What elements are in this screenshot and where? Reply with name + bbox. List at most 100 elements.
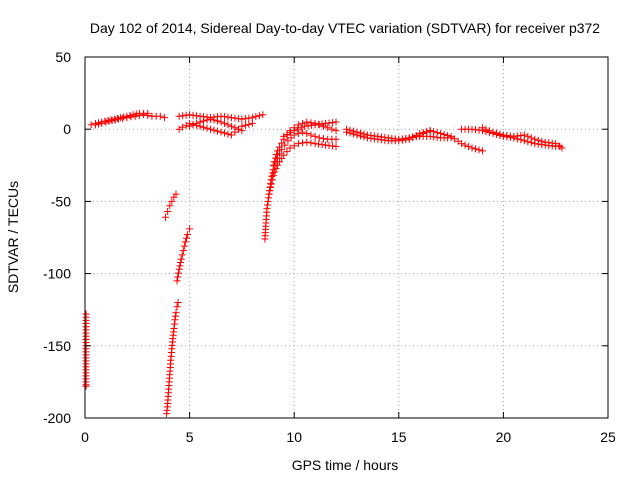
data-point <box>174 269 182 277</box>
data-point <box>307 139 315 147</box>
data-point <box>405 134 413 142</box>
data-point <box>220 129 228 137</box>
data-point <box>126 111 134 119</box>
data-point <box>478 147 486 155</box>
data-point <box>200 117 208 125</box>
data-point <box>91 119 99 127</box>
data-point <box>534 136 542 144</box>
series-3 <box>163 298 182 418</box>
data-point <box>220 119 228 127</box>
data-point <box>248 119 256 127</box>
data-point <box>272 150 280 158</box>
data-point <box>217 128 225 136</box>
data-point <box>213 117 221 125</box>
data-point <box>475 146 483 154</box>
y-tick-label: -200 <box>43 410 71 426</box>
data-point <box>303 138 311 146</box>
data-point <box>224 130 232 138</box>
data-point <box>286 144 294 152</box>
data-point <box>132 110 140 118</box>
series-15 <box>405 127 486 155</box>
data-point <box>315 134 323 142</box>
data-point <box>412 132 420 140</box>
data-point <box>156 112 164 120</box>
data-point <box>269 169 277 177</box>
data-point <box>349 130 357 138</box>
data-point <box>324 124 332 132</box>
data-point <box>144 109 152 117</box>
data-point <box>353 131 361 139</box>
data-point <box>303 118 311 126</box>
series-17 <box>478 124 566 152</box>
data-point <box>182 234 190 242</box>
data-point <box>174 298 182 306</box>
data-point <box>160 114 168 122</box>
data-point <box>186 122 194 130</box>
grid <box>85 57 608 418</box>
data-point <box>307 131 315 139</box>
data-point <box>117 114 125 122</box>
data-point <box>193 119 201 127</box>
data-point <box>107 116 115 124</box>
data-point <box>273 147 281 155</box>
data-point <box>482 125 490 133</box>
series-5 <box>173 225 194 285</box>
data-point <box>123 112 131 120</box>
data-point <box>171 316 179 324</box>
data-point <box>299 139 307 147</box>
data-point <box>356 132 364 140</box>
data-point <box>263 205 271 213</box>
data-point <box>265 190 273 198</box>
data-point <box>267 179 275 187</box>
x-tick-label: 0 <box>81 429 89 445</box>
data-point <box>311 132 319 140</box>
data-point <box>268 172 276 180</box>
series-4 <box>162 190 180 221</box>
data-point <box>538 137 546 145</box>
data-point <box>303 130 311 138</box>
data-points <box>82 109 566 418</box>
data-point <box>558 144 566 152</box>
data-point <box>98 118 106 126</box>
data-point <box>234 125 242 133</box>
data-point <box>173 303 181 311</box>
data-point <box>172 309 180 317</box>
data-point <box>241 121 249 129</box>
data-point <box>294 130 302 138</box>
plot-frame <box>84 56 609 419</box>
data-point <box>203 124 211 132</box>
data-point <box>207 125 215 133</box>
data-point <box>267 176 275 184</box>
data-point <box>461 141 469 149</box>
data-point <box>264 201 272 209</box>
data-point <box>179 246 187 254</box>
data-point <box>492 129 500 137</box>
data-point <box>170 320 178 328</box>
data-point <box>319 135 327 143</box>
data-point <box>189 121 197 129</box>
data-point <box>266 183 274 191</box>
data-point <box>433 129 441 137</box>
data-point <box>489 128 497 136</box>
data-point <box>210 126 218 134</box>
data-point <box>458 140 466 148</box>
data-point <box>266 187 274 195</box>
data-point <box>170 324 178 332</box>
data-point <box>346 129 354 137</box>
data-point <box>203 116 211 124</box>
data-point <box>120 113 128 121</box>
data-point <box>527 134 535 142</box>
data-point <box>175 265 183 273</box>
x-tick-label: 20 <box>496 429 512 445</box>
data-point <box>360 133 368 141</box>
data-point <box>174 273 182 281</box>
y-axis-title: SDTVAR / TECUs <box>5 181 21 293</box>
data-point <box>227 131 235 139</box>
series-1 <box>91 109 152 127</box>
data-point <box>520 131 528 139</box>
data-point <box>162 213 170 221</box>
y-tick-label: -100 <box>43 266 71 282</box>
data-point <box>294 140 302 148</box>
data-point <box>332 118 340 126</box>
